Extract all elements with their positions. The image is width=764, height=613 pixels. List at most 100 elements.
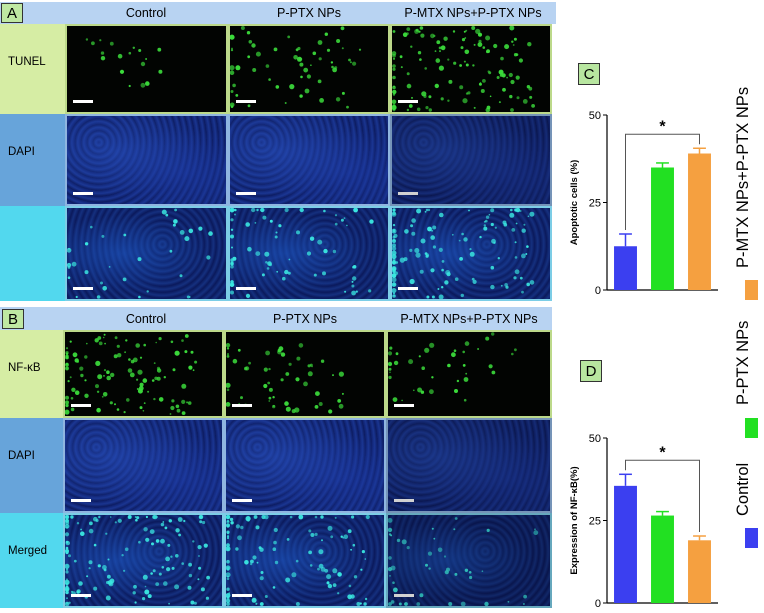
cell-dot <box>411 96 413 99</box>
cell-dot <box>244 560 249 565</box>
cell-dot <box>226 388 230 391</box>
cell-dot <box>98 515 101 519</box>
cell-dot <box>388 602 392 606</box>
cell-dot <box>247 104 251 108</box>
cell-dot <box>188 573 193 578</box>
cell-dot <box>134 516 137 518</box>
cell-dot <box>123 569 126 572</box>
cell-dot <box>427 226 432 232</box>
cell-dot <box>187 401 192 405</box>
cell-dot <box>432 225 437 230</box>
cell-dot <box>67 380 70 383</box>
cell-dot <box>65 570 69 574</box>
cell-dot <box>428 567 431 570</box>
bar <box>651 167 674 290</box>
cell-dot <box>256 561 259 564</box>
cell-dot <box>489 95 492 98</box>
cell-dot <box>310 64 312 66</box>
cell-dot <box>155 539 160 543</box>
cell-dot <box>176 408 181 413</box>
cell-dot <box>337 572 342 577</box>
cell-dot <box>418 355 421 358</box>
bar <box>688 153 711 290</box>
cell-dot <box>320 567 326 572</box>
cell-dot <box>249 562 253 566</box>
micrograph-dots <box>388 332 517 402</box>
cell-dot <box>502 87 506 92</box>
cell-dot <box>447 99 450 102</box>
cell-dot <box>102 392 108 397</box>
cell-dot <box>70 397 74 400</box>
cell-dot <box>165 213 169 217</box>
cell-dot <box>454 572 458 576</box>
cell-dot <box>278 224 282 228</box>
cell-dot <box>340 535 343 538</box>
cell-dot <box>392 75 396 80</box>
cell-dot <box>315 391 320 396</box>
cell-dot <box>415 28 419 32</box>
cell-dot <box>187 585 192 590</box>
cell-dot <box>268 367 271 371</box>
cell-dot <box>139 356 143 359</box>
cell-dot <box>237 348 241 352</box>
cell-dot <box>478 39 482 43</box>
cell-dot <box>326 48 331 52</box>
cell-dot <box>511 40 514 43</box>
scale-bar <box>394 499 414 502</box>
cell-dot <box>295 602 300 606</box>
cell-dot <box>198 566 202 570</box>
cell-dot <box>69 340 72 343</box>
cell-dot <box>485 35 491 41</box>
cell-dot <box>265 64 270 68</box>
cell-dot <box>262 215 267 220</box>
cell-dot <box>139 406 143 410</box>
cell-dot <box>425 106 429 110</box>
cell-dot <box>65 568 69 571</box>
cell-dot <box>247 246 252 252</box>
cell-dot <box>463 237 468 242</box>
cell-dot <box>276 270 279 273</box>
cell-dot <box>509 212 515 218</box>
cell-dot <box>267 381 271 385</box>
cell-dot <box>230 282 235 287</box>
micrograph-dots <box>67 208 213 299</box>
cell-dot <box>526 245 529 248</box>
panel-a-row-label: DAPI <box>0 114 65 206</box>
cell-dot <box>318 549 324 555</box>
cell-dot <box>431 295 435 299</box>
cell-dot <box>194 360 198 364</box>
cell-dot <box>287 271 291 275</box>
cell-dot <box>419 593 424 598</box>
cell-dot <box>511 228 516 232</box>
cell-dot <box>68 248 70 250</box>
cell-dot <box>506 76 508 79</box>
cell-dot <box>192 369 195 372</box>
panel-b-col-title: P-MTX NPs+P-PTX NPs <box>400 312 538 326</box>
cell-dot <box>89 521 93 526</box>
cell-dot <box>317 40 323 45</box>
cell-dot <box>230 258 234 262</box>
cell-dot <box>389 575 391 577</box>
cell-dot <box>164 526 168 530</box>
cell-dot <box>327 583 333 589</box>
cell-dot <box>395 261 399 264</box>
scale-bar <box>71 594 91 597</box>
cell-dot <box>208 231 213 236</box>
cell-dot <box>103 333 106 336</box>
cell-dot <box>160 522 165 527</box>
cell-dot <box>454 277 459 281</box>
cell-dot <box>226 382 231 388</box>
cell-dot <box>463 377 469 382</box>
cell-dot <box>97 374 103 380</box>
cell-dot <box>441 268 444 272</box>
cell-dot <box>418 30 421 33</box>
cell-dot <box>197 578 200 581</box>
cell-dot <box>161 209 167 215</box>
scale-bar <box>73 192 93 195</box>
cell-dot <box>482 79 486 83</box>
panel-a-row-label: TUNEL <box>0 24 65 114</box>
cell-dot <box>168 519 172 523</box>
cell-dot <box>392 223 396 227</box>
cell-dot <box>463 398 467 402</box>
micrograph-tunel-control <box>65 24 228 114</box>
